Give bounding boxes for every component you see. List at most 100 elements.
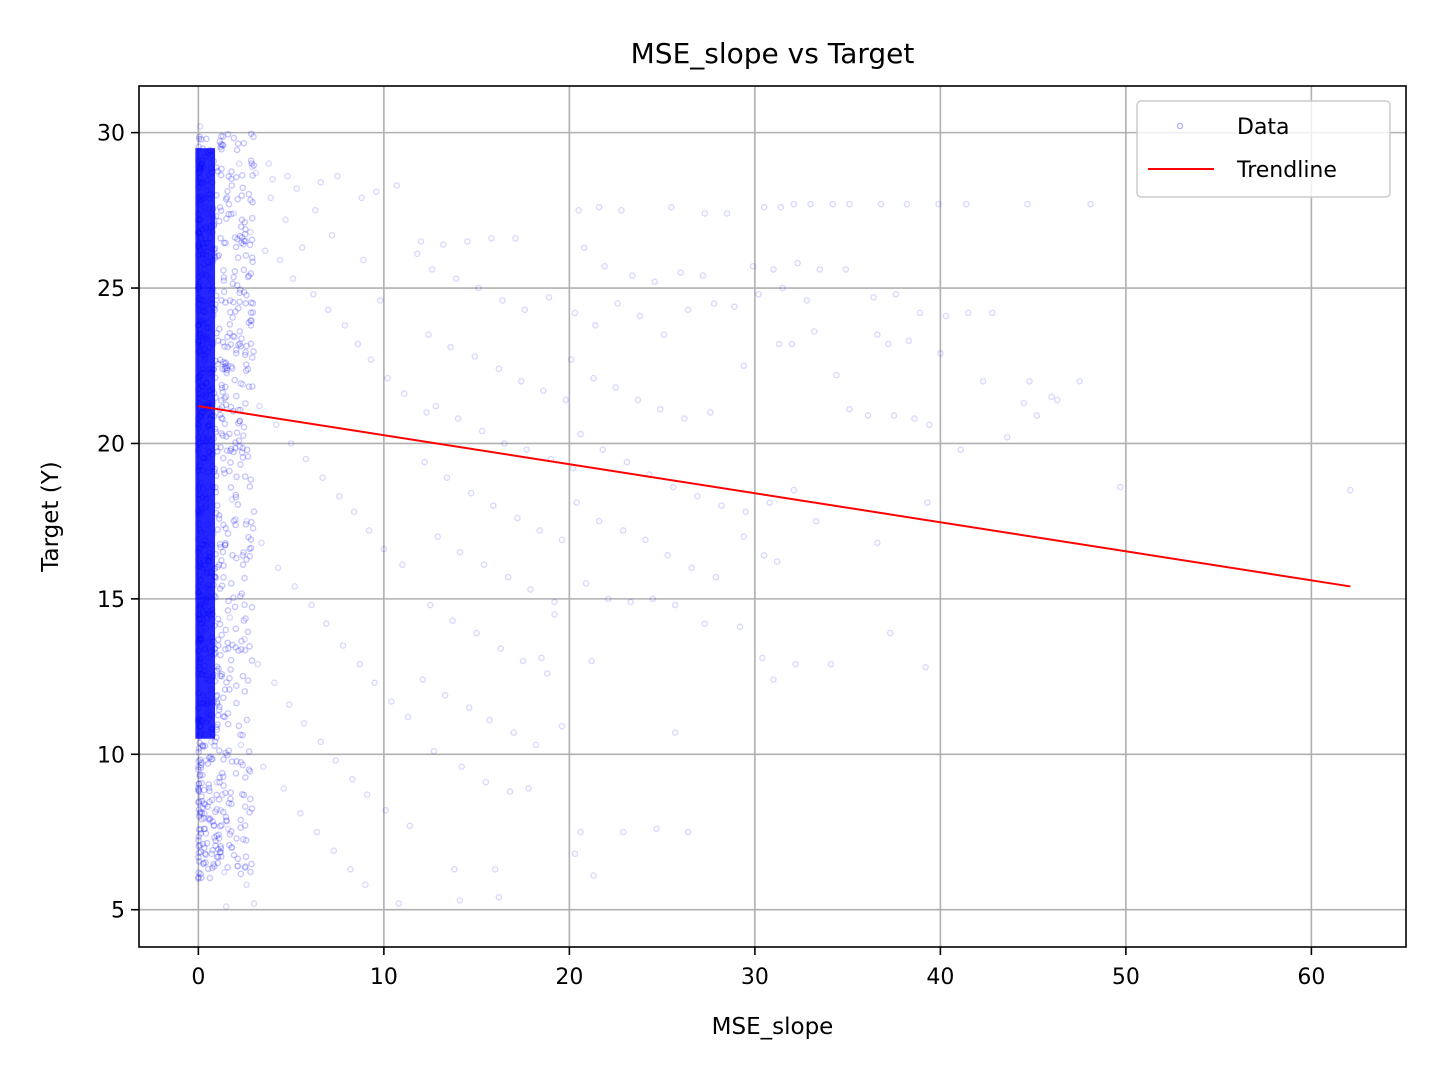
data-point	[241, 688, 249, 695]
data-point	[247, 309, 255, 317]
data-point	[201, 810, 208, 817]
data-point	[567, 356, 575, 363]
data-point	[195, 873, 202, 881]
data-point	[942, 312, 950, 320]
data-point	[212, 837, 219, 845]
data-point	[245, 272, 253, 280]
data-point	[236, 417, 244, 425]
data-point	[311, 207, 319, 214]
data-point	[671, 729, 679, 736]
data-point	[242, 836, 250, 844]
data-point	[238, 216, 246, 224]
data-point	[219, 773, 227, 781]
data-point	[231, 376, 238, 384]
data-point	[349, 775, 356, 783]
data-point	[211, 808, 219, 816]
data-point	[590, 374, 597, 382]
data-point	[512, 235, 519, 242]
data-point	[196, 771, 204, 779]
data-point	[214, 712, 222, 719]
data-point	[239, 761, 247, 769]
data-point	[238, 172, 246, 179]
data-point	[237, 731, 244, 739]
data-point	[467, 489, 475, 497]
data-point	[220, 562, 227, 569]
data-point	[242, 348, 249, 356]
data-point	[710, 300, 718, 307]
data-point	[198, 809, 206, 817]
data-point	[240, 266, 248, 274]
chart-title: MSE_slope vs Target	[631, 37, 915, 70]
data-point	[328, 231, 336, 239]
data-point	[197, 764, 205, 772]
data-point	[247, 340, 255, 348]
data-point	[237, 223, 245, 230]
data-point	[634, 396, 642, 404]
data-point	[216, 672, 224, 680]
data-point	[195, 766, 202, 773]
data-point	[217, 207, 225, 215]
data-point	[219, 454, 227, 462]
x-tick-label: 0	[191, 965, 205, 990]
data-point	[232, 770, 240, 777]
data-point	[246, 483, 254, 490]
data-point	[210, 822, 218, 829]
data-point	[244, 365, 252, 373]
data-point	[240, 237, 248, 245]
data-point	[387, 698, 395, 705]
data-point	[519, 657, 527, 665]
data-point	[313, 828, 321, 836]
data-point	[220, 274, 228, 281]
data-point	[206, 787, 213, 795]
data-point	[324, 306, 332, 314]
data-point	[846, 200, 853, 208]
data-point	[229, 280, 237, 288]
data-point	[214, 337, 222, 344]
data-point	[201, 825, 208, 833]
data-point	[200, 786, 208, 794]
data-point	[443, 474, 451, 481]
data-point	[203, 839, 211, 847]
data-point	[245, 748, 253, 755]
data-point	[885, 340, 892, 348]
data-point	[246, 552, 254, 560]
data-point	[238, 449, 246, 456]
data-point	[228, 168, 235, 175]
data-point	[240, 240, 247, 248]
data-point	[223, 679, 230, 686]
legend: Data Trendline	[1136, 100, 1391, 198]
data-point	[736, 623, 744, 631]
data-point	[1026, 377, 1033, 385]
data-point	[219, 791, 226, 798]
data-point	[226, 430, 233, 438]
data-point	[239, 184, 246, 192]
data-point	[619, 527, 627, 534]
data-point	[232, 491, 240, 499]
data-point	[323, 620, 330, 628]
data-point	[218, 141, 226, 149]
data-point	[227, 580, 235, 587]
data-point	[216, 848, 224, 856]
data-point	[233, 682, 240, 690]
data-point	[196, 123, 204, 130]
data-point	[225, 645, 232, 652]
data-point	[200, 814, 208, 822]
data-point	[231, 234, 239, 241]
data-point	[490, 502, 497, 509]
data-point	[223, 215, 230, 223]
data-point	[925, 421, 933, 429]
data-point	[230, 210, 237, 217]
data-point	[773, 558, 781, 565]
data-point	[218, 672, 225, 680]
data-point	[937, 350, 944, 357]
data-point	[212, 842, 219, 850]
data-point	[228, 182, 236, 189]
data-point	[196, 133, 203, 140]
data-point	[240, 423, 248, 431]
data-point	[222, 383, 229, 391]
x-tick-label: 50	[1112, 965, 1140, 990]
data-point	[241, 473, 249, 480]
data-point	[1020, 399, 1028, 407]
data-point	[217, 806, 224, 814]
y-tick-label: 30	[97, 122, 125, 147]
